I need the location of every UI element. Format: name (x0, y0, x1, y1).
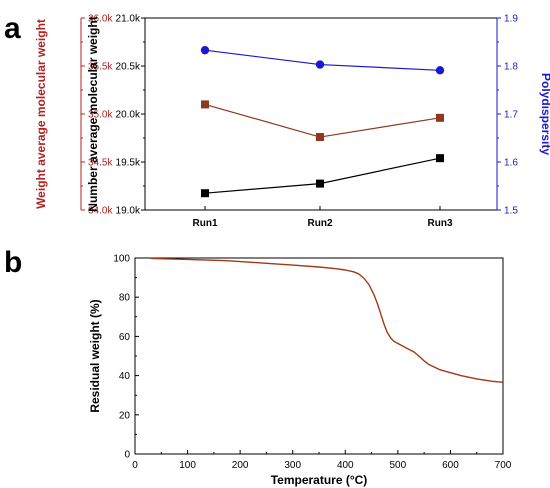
x-tick-label: 600 (442, 460, 459, 471)
pd-tick-label: 1.6 (504, 158, 518, 169)
mw-tick-label: 34.5k (88, 158, 113, 169)
tga-curve (150, 257, 504, 383)
chart-b: 0 100 200 300 400 500 600 700 0 20 40 60 80 100 Tempe… (88, 254, 512, 488)
mn-tick-label: 20.0k (116, 110, 141, 121)
mw-tick-label: 36.0k (88, 14, 113, 25)
pd-tick-label: 1.8 (504, 62, 518, 73)
pd-data-point (315, 60, 325, 69)
mn-axis-title: Number average molecular weight (86, 16, 100, 211)
chart-b-xlabel: Temperature (°C) (271, 473, 368, 487)
y-tick-label: 0 (124, 450, 130, 461)
mn-data-point (316, 179, 324, 188)
mn-series-line (204, 157, 441, 194)
pd-data-point (200, 45, 210, 55)
pd-tick-label: 1.9 (504, 14, 518, 25)
pd-tick-label: 1.7 (504, 110, 518, 121)
mn-tick-label: 21.0k (116, 14, 141, 25)
x-tick-label: 100 (179, 460, 196, 471)
mw-tick-label: 35.0k (88, 110, 113, 121)
x-tick-label: 700 (495, 460, 512, 471)
mn-tick-label: 19.0k (116, 206, 141, 217)
chart-b-ylabel: Residual weight (%) (88, 299, 102, 412)
mw-axis-title: Weight average molecular weight (34, 19, 48, 209)
pd-tick-label: 1.5 (504, 206, 518, 217)
y-tick-label: 80 (119, 293, 131, 304)
pd-axis-title: Polydispersity (539, 73, 550, 155)
mn-tick-label: 19.5k (116, 158, 141, 169)
x-tick-label: 500 (390, 460, 407, 471)
y-tick-label: 40 (119, 371, 131, 382)
mw-tick-label: 35.5k (88, 62, 113, 73)
x-tick-label: 300 (284, 460, 301, 471)
mn-tick-label: 20.5k (116, 62, 141, 73)
y-tick-label: 100 (113, 254, 130, 265)
category-label: Run2 (308, 218, 333, 229)
x-tick-label: 0 (132, 460, 138, 471)
y-tick-label: 60 (119, 332, 131, 343)
panel-label-a: a (4, 12, 21, 45)
category-label: Run1 (193, 218, 218, 229)
mn-data-point (436, 154, 444, 163)
y-tick-label: 20 (119, 410, 131, 421)
x-tick-label: 400 (337, 460, 354, 471)
mw-data-point (436, 113, 444, 122)
pd-data-point (435, 66, 445, 75)
mw-data-point (316, 133, 324, 142)
x-tick-label: 200 (232, 460, 249, 471)
mw-series-line (204, 103, 441, 138)
panel-label-b: b (4, 246, 22, 279)
mw-data-point (201, 100, 209, 109)
mn-data-point (201, 189, 209, 198)
chart-a: 34.0k 34.5k 35.0k 35.5k 36.0k 19.0k 19.5k 20.0k… (34, 14, 550, 230)
mw-tick-label: 34.0k (88, 206, 113, 217)
category-label: Run3 (428, 218, 453, 229)
chart-b-frame (134, 257, 504, 455)
